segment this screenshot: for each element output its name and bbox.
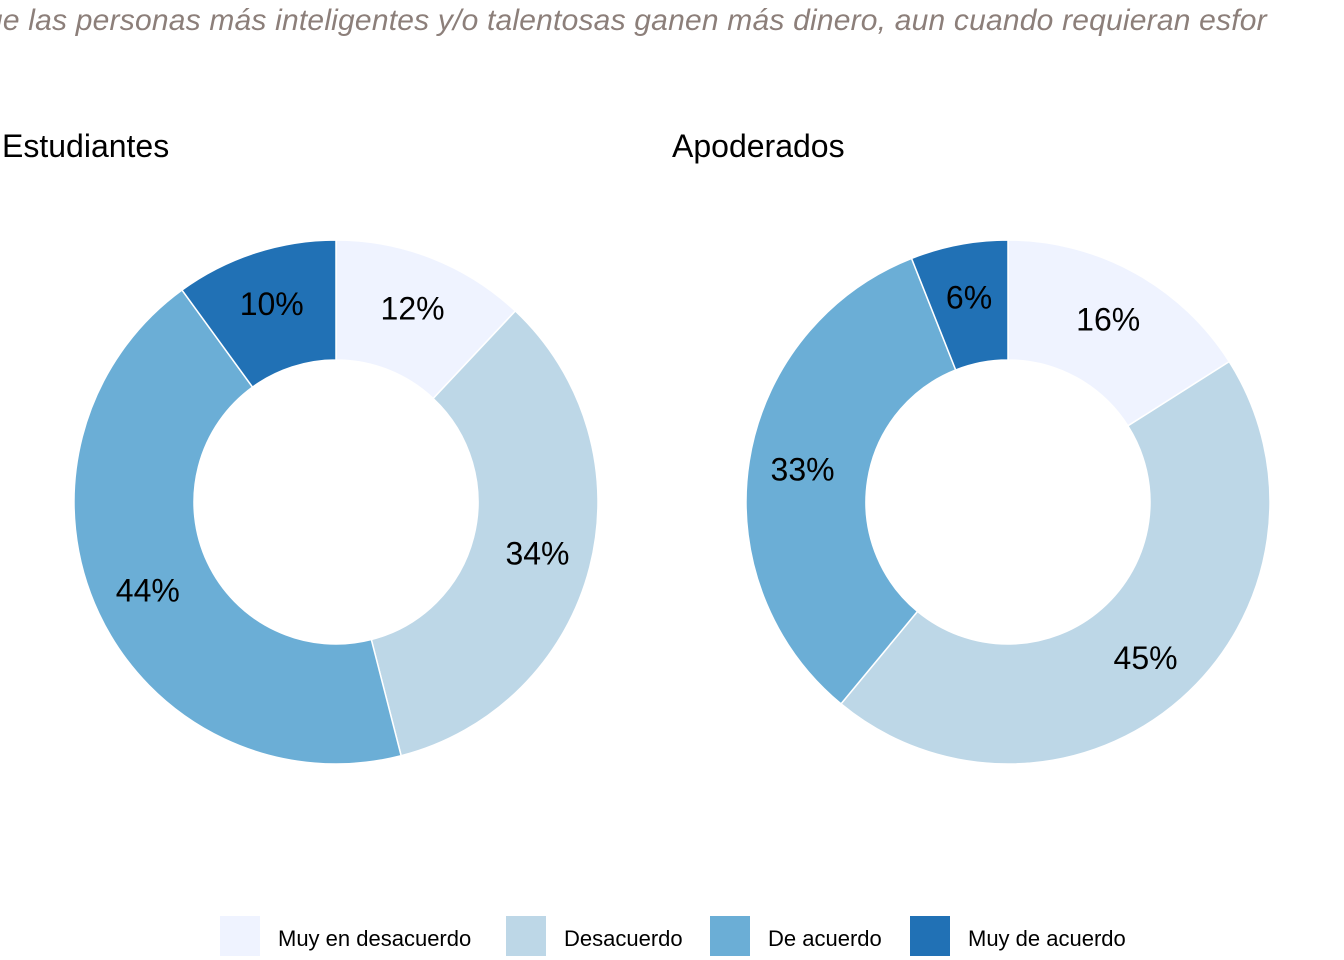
data-label-apoderados-muy-de-acuerdo: 6%: [946, 280, 992, 316]
legend-swatch: [506, 916, 546, 956]
slice-estudiantes-desacuerdo: [370, 309, 599, 757]
data-label-estudiantes-desacuerdo: 34%: [505, 536, 569, 572]
panel-title-estudiantes: Estudiantes: [2, 128, 170, 164]
subtitle-text: ue las personas más inteligentes y/o tal…: [0, 4, 1267, 37]
slice-apoderados-de-acuerdo: [745, 257, 957, 705]
chart-subtitle: ue las personas más inteligentes y/o tal…: [0, 4, 1344, 44]
legend-swatch: [910, 916, 950, 956]
data-label-estudiantes-de-acuerdo: 44%: [116, 573, 180, 609]
slice-apoderados-desacuerdo: [839, 360, 1271, 765]
legend-label: Muy de acuerdo: [968, 926, 1126, 951]
panel-title-apoderados: Apoderados: [672, 128, 845, 164]
data-label-estudiantes-muy-de-acuerdo: 10%: [240, 286, 304, 322]
legend-label: Desacuerdo: [564, 926, 683, 951]
slice-estudiantes-muy-de-acuerdo: [180, 239, 337, 389]
donut-charts: 12% 34% 44% 10% 16% 45% 33% 6%: [73, 239, 1271, 765]
data-label-apoderados-desacuerdo: 45%: [1114, 640, 1178, 676]
legend-swatch: [710, 916, 750, 956]
legend-swatch: [220, 916, 260, 956]
legend-label: Muy en desacuerdo: [278, 926, 472, 951]
data-label-apoderados-de-acuerdo: 33%: [771, 451, 835, 487]
slice-apoderados-muy-de-acuerdo: [910, 239, 1009, 371]
slice-estudiantes-de-acuerdo: [73, 288, 403, 765]
data-label-apoderados-muy-en-desacuerdo: 16%: [1076, 302, 1140, 338]
data-label-estudiantes-muy-en-desacuerdo: 12%: [381, 291, 445, 327]
legend: Muy en desacuerdo Desacuerdo De acuerdo …: [0, 912, 1344, 960]
legend-label: De acuerdo: [768, 926, 882, 951]
slice-apoderados-muy-en-desacuerdo: [1007, 239, 1231, 427]
